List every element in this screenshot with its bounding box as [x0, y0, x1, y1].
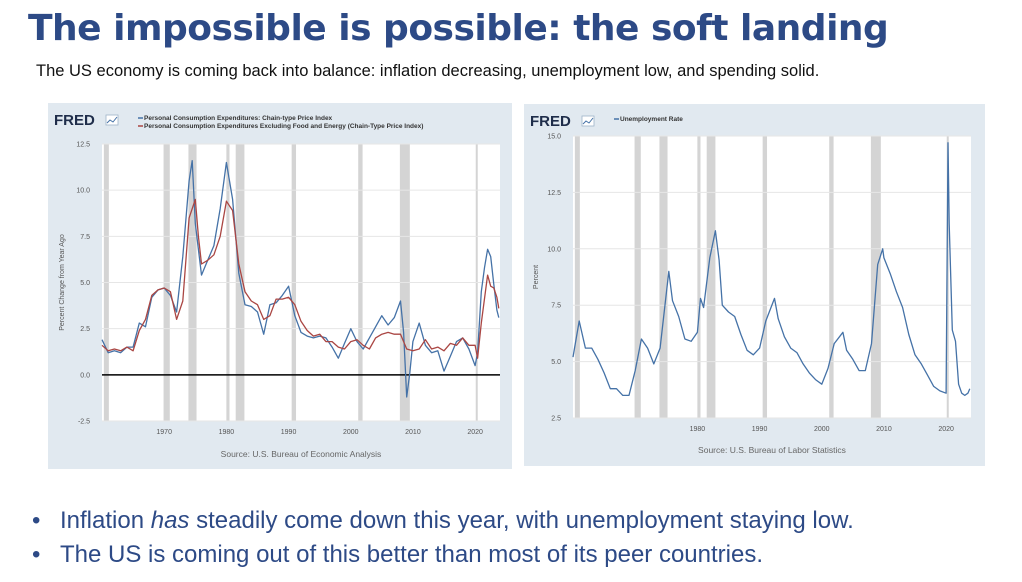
- bullet-dot-icon: •: [32, 541, 41, 568]
- source-note: Source: U.S. Bureau of Labor Statistics: [698, 445, 846, 455]
- fred-logo: FRED: [54, 112, 95, 129]
- y-tick-label: 2.5: [551, 416, 561, 423]
- recession-band: [634, 136, 641, 418]
- x-tick-label: 2000: [814, 426, 830, 433]
- bullet-item-peer-countries: • The US is coming out of this better th…: [30, 540, 854, 574]
- legend-label: Personal Consumption Expenditures: Chain…: [144, 115, 333, 122]
- y-axis-label: Percent Change from Year Ago: [59, 234, 66, 331]
- pce-inflation-chart: -2.5 0.0 2.5 5.0 7.5 10.0 12.5 1970 1980 1990 2000…: [54, 112, 500, 459]
- series-line-2: [101, 198, 500, 359]
- bullet-item-inflation: • Inflation has steadily come down this …: [30, 506, 854, 540]
- y-tick-label: 10.0: [76, 188, 90, 195]
- x-tick-label: 1990: [281, 429, 297, 436]
- fred-chart-icon: [581, 115, 595, 127]
- recession-band: [659, 136, 668, 418]
- fred-chart-icon: [105, 114, 119, 126]
- y-tick-label: 5.0: [551, 359, 561, 366]
- y-tick-label: 2.5: [80, 326, 90, 333]
- slide-title: The impossible is possible: the soft lan…: [28, 8, 889, 49]
- bullet-text: The US is coming out of this better than…: [60, 541, 763, 568]
- x-tick-label: 2000: [343, 429, 359, 436]
- x-tick-label: 2010: [405, 429, 421, 436]
- y-tick-label: 5.0: [80, 280, 90, 287]
- y-tick-label: 12.5: [547, 190, 561, 197]
- unemployment-chart-panel: 2.5 5.0 7.5 10.0 12.5 15.0 1980 1990 2000 2010 202…: [524, 104, 985, 466]
- fred-icon-line: [582, 117, 594, 125]
- legend-label: Unemployment Rate: [620, 116, 683, 123]
- bullet-text-end: steadily come down this year, with unemp…: [189, 507, 854, 534]
- x-tick-label: 2010: [876, 426, 892, 433]
- fred-logo: FRED: [530, 113, 571, 130]
- legend-label: Personal Consumption Expenditures Exclud…: [144, 123, 423, 130]
- bullet-text-emphasis: has: [150, 507, 190, 534]
- recession-band: [870, 136, 881, 418]
- y-tick-label: -2.5: [78, 419, 90, 426]
- y-tick-label: 12.5: [76, 142, 90, 149]
- y-tick-label: 15.0: [547, 134, 561, 141]
- slide-subtitle: The US economy is coming back into balan…: [36, 62, 820, 80]
- y-tick-label: 0.0: [80, 372, 90, 379]
- y-axis-label: Percent: [533, 265, 540, 289]
- recession-band: [829, 136, 834, 418]
- fred-icon-frame: [105, 114, 119, 126]
- recession-band: [706, 136, 716, 418]
- x-tick-label: 2020: [467, 429, 483, 436]
- y-tick-label: 7.5: [80, 234, 90, 241]
- recession-band: [762, 136, 768, 418]
- fred-icon-line: [106, 116, 118, 124]
- fred-icon-frame: [581, 115, 595, 127]
- pce-inflation-chart-panel: -2.5 0.0 2.5 5.0 7.5 10.0 12.5 1970 1980 1990 2000…: [48, 103, 512, 469]
- x-tick-label: 1970: [156, 429, 172, 436]
- y-tick-label: 10.0: [547, 246, 561, 253]
- series-line-1: [572, 142, 971, 397]
- bullet-text-start: Inflation: [60, 507, 151, 534]
- x-tick-label: 1990: [752, 426, 768, 433]
- x-tick-label: 1980: [690, 426, 706, 433]
- unemployment-rate-chart: 2.5 5.0 7.5 10.0 12.5 15.0 1980 1990 2000 2010 202…: [530, 113, 971, 455]
- bullet-list: • Inflation has steadily come down this …: [30, 506, 854, 574]
- source-note: Source: U.S. Bureau of Economic Analysis: [221, 449, 382, 459]
- plot-area: [573, 136, 971, 418]
- x-tick-label: 2020: [938, 426, 954, 433]
- recession-band: [946, 136, 949, 418]
- recession-band: [574, 136, 580, 418]
- recession-band: [697, 136, 701, 418]
- series-line-1: [101, 159, 500, 398]
- x-tick-label: 1980: [219, 429, 235, 436]
- bullet-dot-icon: •: [32, 507, 41, 534]
- y-tick-label: 7.5: [551, 303, 561, 310]
